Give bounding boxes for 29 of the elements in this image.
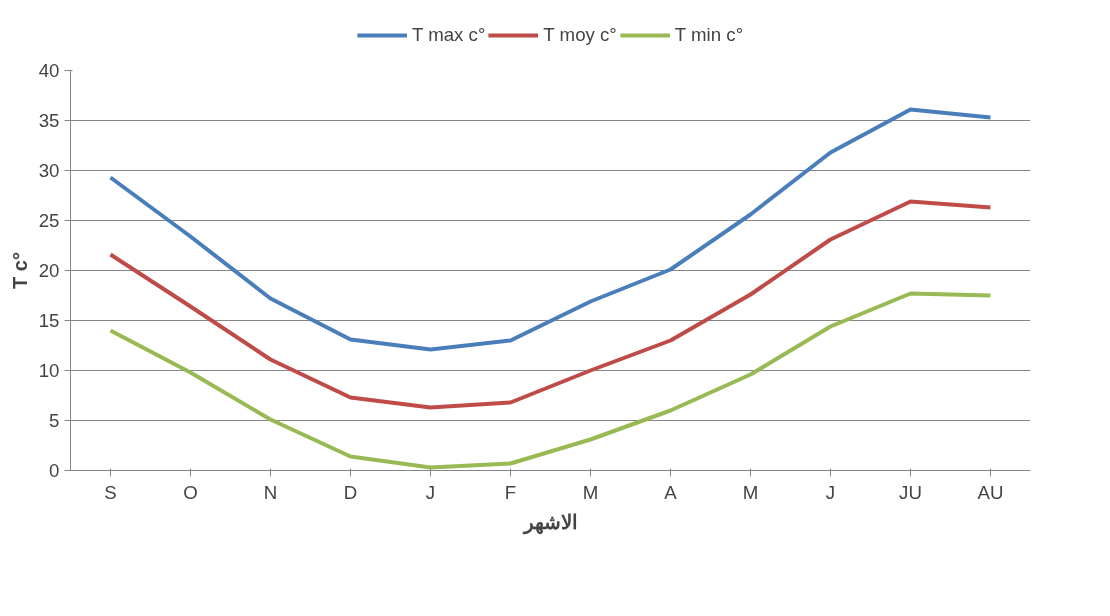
y-tick-label: 0 (49, 460, 60, 481)
x-tick-label: S (104, 481, 117, 503)
x-tick-label: J (425, 481, 436, 503)
y-tick-label: 35 (38, 110, 60, 131)
y-tick-label: 20 (38, 260, 60, 281)
x-tick-label: D (343, 481, 358, 503)
y-tick-label: 40 (38, 60, 60, 81)
x-tick-label: M (582, 481, 599, 503)
x-tick-label: AU (977, 481, 1004, 503)
x-tick-label: J (825, 481, 836, 503)
y-tick-label: 30 (38, 160, 60, 181)
y-tick-label: 10 (38, 360, 60, 381)
legend-label: T min c° (674, 24, 744, 46)
legend-label: T max c° (411, 24, 486, 46)
x-tick-label: A (664, 481, 678, 503)
legend-label: T moy c° (543, 24, 617, 46)
x-tick-label: N (263, 481, 278, 503)
x-axis-title: الاشهر (521, 510, 578, 535)
y-tick-label: 5 (49, 410, 60, 431)
x-tick-label: M (742, 481, 759, 503)
y-tick-label: 25 (38, 210, 60, 231)
x-tick-label: JU (899, 481, 922, 503)
line-series (108, 291, 993, 470)
line-series (108, 107, 993, 352)
y-axis-title: T c° (8, 252, 31, 289)
x-tick-label: F (504, 481, 517, 503)
x-tick-label: O (183, 481, 198, 503)
line-series (108, 199, 993, 410)
y-tick-label: 15 (38, 310, 60, 331)
